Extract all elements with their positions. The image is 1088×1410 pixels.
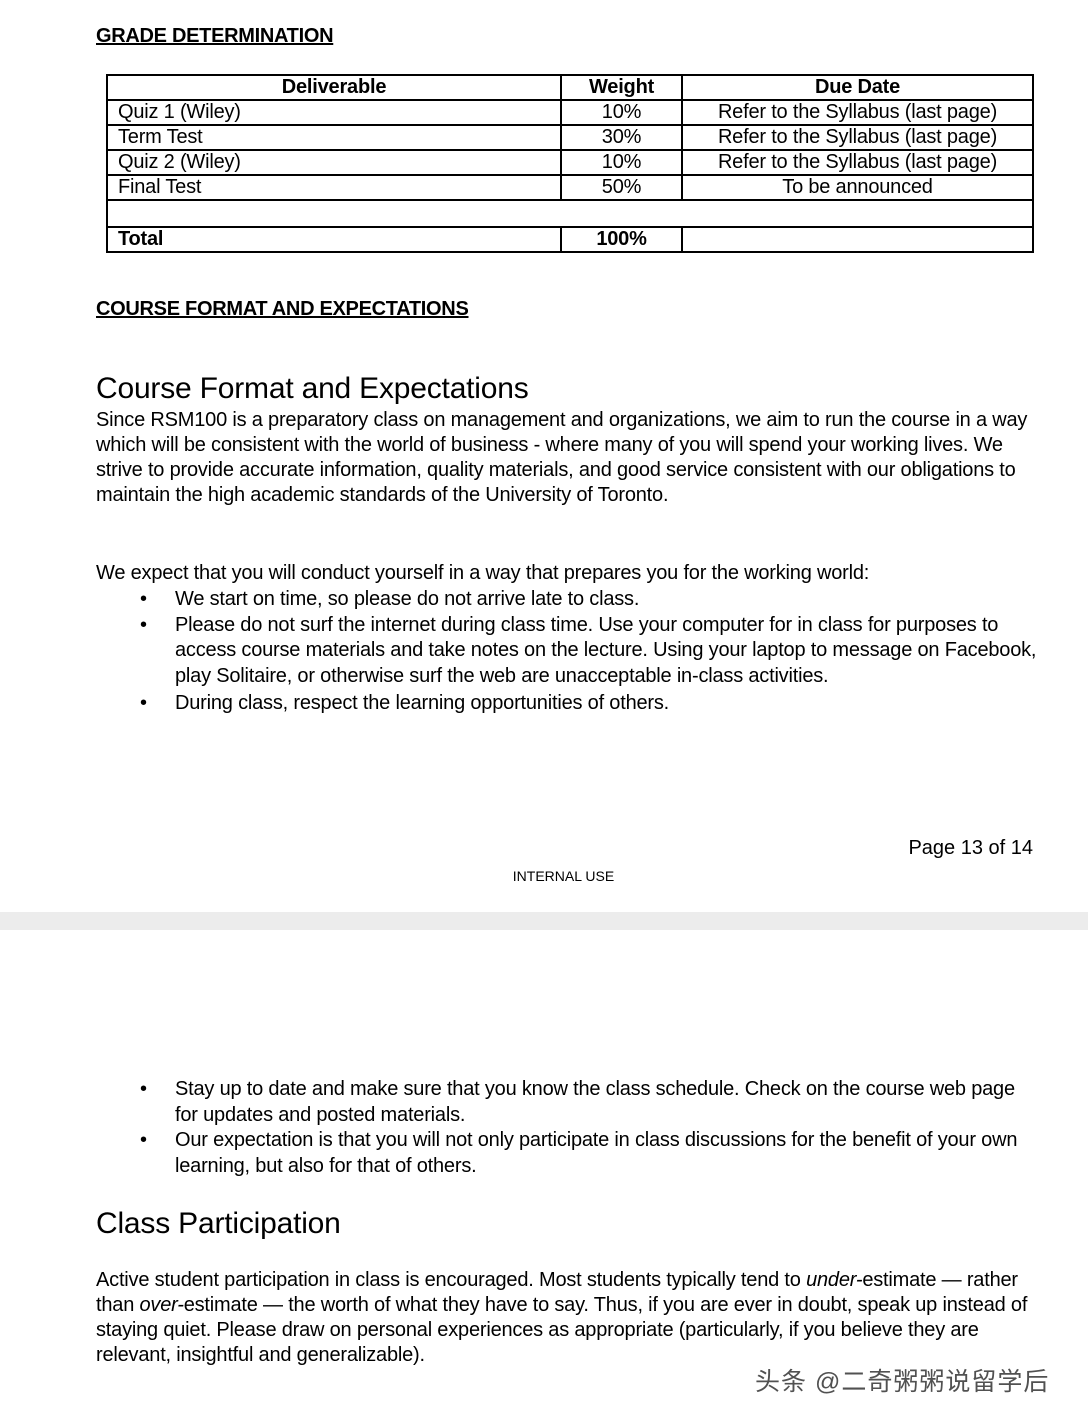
heading: Class Participation <box>96 1207 341 1240</box>
header-cell: Due Date <box>681 74 1034 101</box>
table-row: Quiz 2 (Wiley) 10% Refer to the Syllabus… <box>106 149 1034 176</box>
page-number: Page 13 of 14 <box>908 837 1033 859</box>
header-cell: Deliverable <box>106 74 562 101</box>
text-run: Active student participation in class is… <box>96 1269 807 1291</box>
page-separator <box>0 912 1088 930</box>
text-run: under- <box>806 1269 863 1291</box>
bullet: During class, respect the learning oppor… <box>96 691 1041 717</box>
header-cell: Weight <box>560 74 683 101</box>
section-heading: GRADE DETERMINATION <box>96 25 334 47</box>
cell: Final Test <box>106 174 562 201</box>
cell: 10% <box>560 149 683 176</box>
bullet: Stay up to date and make sure that you k… <box>96 1077 1041 1128</box>
table-row: Quiz 1 (Wiley) 10% Refer to the Syllabus… <box>106 99 1034 126</box>
text-run: estimate — rather than <box>96 1269 1018 1316</box>
footer-label: INTERNAL USE <box>512 868 615 884</box>
cell: 100% <box>560 226 683 253</box>
empty-row <box>106 199 1034 228</box>
cell: Quiz 1 (Wiley) <box>106 99 562 126</box>
cell: Refer to the Syllabus (last page) <box>681 99 1034 126</box>
table-row: Term Test 30% Refer to the Syllabus (las… <box>106 124 1034 151</box>
cell: 50% <box>560 174 683 201</box>
bullet: Our expectation is that you will not onl… <box>96 1128 1041 1179</box>
cell: Total <box>106 226 562 253</box>
cell: Refer to the Syllabus (last page) <box>681 149 1034 176</box>
cell: Refer to the Syllabus (last page) <box>681 124 1034 151</box>
text-run: estimate — the worth of what they have t… <box>96 1294 1028 1366</box>
bullet: We start on time, so please do not arriv… <box>96 587 1041 613</box>
bullet-list: Stay up to date and make sure that you k… <box>96 1077 1041 1179</box>
table-header: Deliverable Weight Due Date <box>106 74 1034 101</box>
total-row: Total 100% <box>106 226 1034 253</box>
grade-table: Deliverable Weight Due Date Quiz 1 (Wile… <box>106 74 1034 253</box>
text-run: over- <box>139 1294 184 1316</box>
empty-cell <box>106 199 1034 228</box>
paragraph: We expect that you will conduct yourself… <box>96 562 870 584</box>
paragraph: Active student participation in class is… <box>96 1268 1041 1368</box>
cell: Quiz 2 (Wiley) <box>106 149 562 176</box>
cell: 10% <box>560 99 683 126</box>
bullet-list: We start on time, so please do not arriv… <box>96 587 1041 717</box>
section-heading: COURSE FORMAT AND EXPECTATIONS <box>96 298 469 320</box>
paragraph: Since RSM100 is a preparatory class on m… <box>96 409 1028 506</box>
watermark: 头条 @二奇粥粥说留学后 <box>755 1368 1050 1396</box>
heading: Course Format and Expectations <box>96 372 529 405</box>
cell: To be announced <box>681 174 1034 201</box>
cell: Term Test <box>106 124 562 151</box>
cell <box>681 226 1034 253</box>
cell: 30% <box>560 124 683 151</box>
bullet: Please do not surf the internet during c… <box>96 613 1041 690</box>
table-row: Final Test 50% To be announced <box>106 174 1034 201</box>
